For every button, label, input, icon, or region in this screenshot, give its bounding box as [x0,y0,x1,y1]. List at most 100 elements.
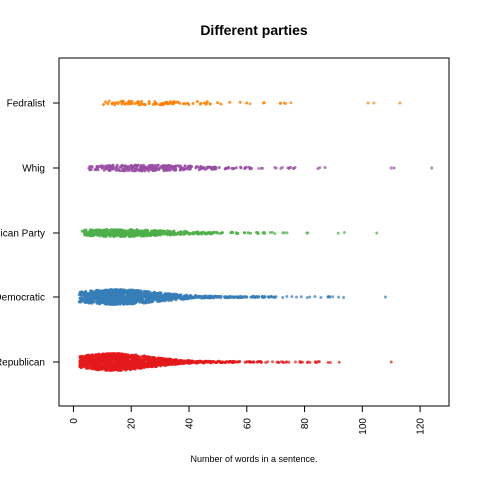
data-point [149,234,153,238]
data-point [128,100,132,104]
data-point [117,367,121,371]
data-point [165,361,169,365]
data-point [80,229,84,233]
data-point [139,299,143,303]
data-point [146,359,150,363]
data-point [118,299,122,303]
data-point [313,295,317,299]
data-point [223,296,227,300]
data-point [140,292,144,296]
data-point [95,166,99,170]
data-point [137,295,141,299]
data-point [91,361,95,365]
data-point [138,230,142,234]
data-point [102,362,106,366]
data-point [293,360,297,364]
data-point [154,165,158,169]
data-point [156,163,160,167]
data-point [239,166,243,170]
data-point [280,165,284,169]
data-point [88,360,92,364]
data-point [246,231,250,235]
data-point [261,231,265,235]
data-point [122,353,126,357]
data-point [205,232,209,236]
data-point [145,297,149,301]
data-point [103,301,107,305]
data-point [283,231,286,235]
data-point [97,300,101,303]
data-point [288,166,292,170]
data-point [152,359,156,363]
data-point [123,367,127,371]
data-point [285,360,289,364]
data-point [90,297,94,301]
data-point [129,295,133,299]
data-point [267,295,271,299]
data-point [248,360,252,364]
data-point [151,299,155,303]
data-point [133,102,137,106]
data-point [191,359,195,363]
data-point [101,164,105,168]
data-point [172,293,176,297]
data-point [81,359,85,363]
data-point [315,361,319,365]
data-point [159,356,163,360]
data-point [156,296,160,300]
data-point [245,360,249,364]
data-point [203,295,207,299]
data-point [155,102,158,106]
data-point [305,360,309,364]
data-point [147,300,151,304]
data-point [232,296,236,300]
data-point [104,100,108,104]
data-point [274,295,278,299]
data-point [273,232,277,236]
data-point [137,103,141,107]
data-point [142,354,146,358]
data-point [268,230,272,234]
data-point [195,100,199,104]
data-point [99,353,103,357]
data-point [125,290,129,294]
x-tick-label: 100 [358,418,369,435]
data-point [108,362,112,366]
data-point [283,101,287,105]
data-point [202,167,206,171]
data-point [182,361,186,365]
data-point [278,101,282,105]
data-point [273,166,277,170]
data-points [77,99,434,373]
data-point [103,232,107,236]
data-point [82,363,86,367]
data-point [156,358,160,362]
data-point [147,102,151,106]
data-point [161,297,165,301]
data-point [234,295,238,299]
data-point [130,354,134,358]
data-point [172,168,176,172]
data-point [115,165,119,169]
data-point [134,169,138,172]
data-point [126,102,130,106]
data-point [115,352,119,356]
data-point [158,229,162,233]
data-point [231,167,235,171]
data-point [140,169,144,173]
data-point [328,361,332,365]
data-point [152,290,156,294]
data-point [198,166,202,170]
data-point [88,301,92,305]
data-point [308,295,312,299]
data-point [137,356,141,360]
data-point [305,296,309,300]
data-point [170,298,174,302]
data-point [87,297,91,301]
data-point [154,365,158,369]
data-point [94,229,98,233]
data-point [248,167,252,171]
data-point [218,360,222,364]
data-point [109,231,113,235]
data-point [217,165,221,169]
